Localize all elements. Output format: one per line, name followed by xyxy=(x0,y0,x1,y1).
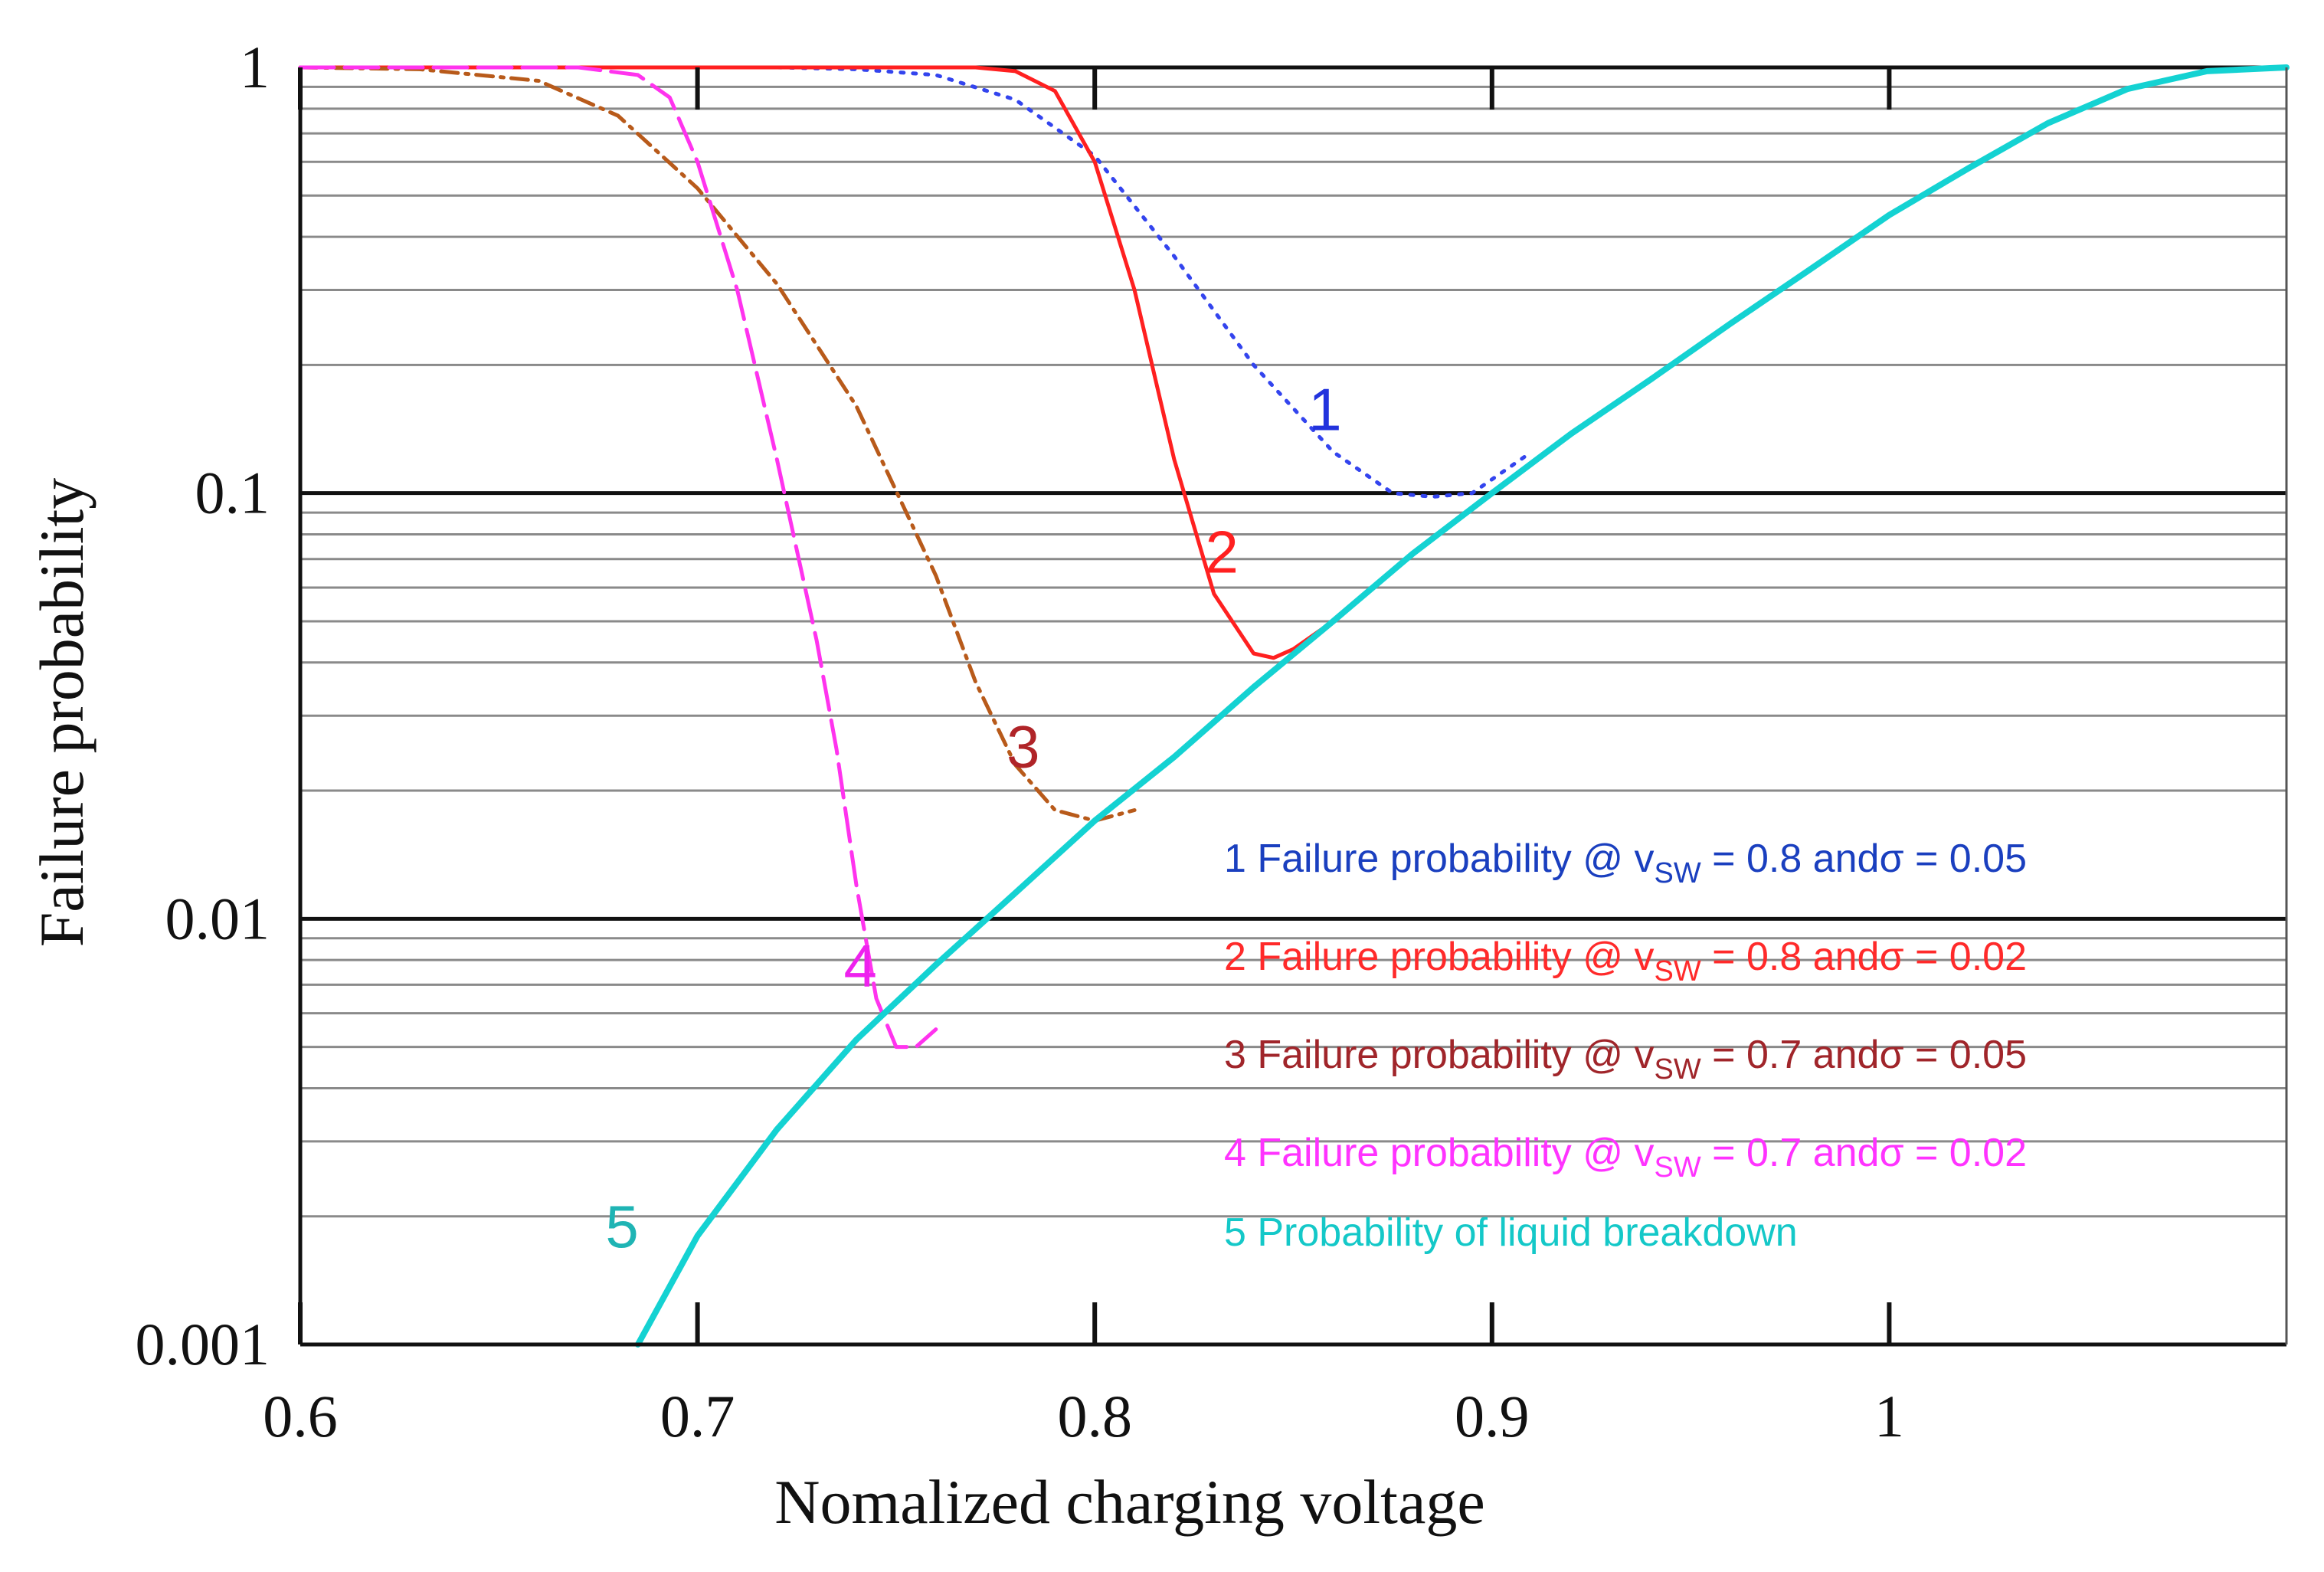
legend: 1 Failure probability @ vSW = 0.8 andσ =… xyxy=(1224,837,2027,1255)
y-tick-label: 0.1 xyxy=(195,460,270,526)
x-tick-label: 0.7 xyxy=(660,1383,735,1449)
series-3-label: 3 xyxy=(1007,712,1039,780)
legend-entry-3: 3 Failure probability @ vSW = 0.7 andσ =… xyxy=(1224,1033,2027,1086)
series-2-label: 2 xyxy=(1205,519,1238,586)
x-tick-label: 0.6 xyxy=(263,1383,338,1449)
y-tick-label: 0.01 xyxy=(165,885,270,951)
series-5-line xyxy=(634,64,2290,1348)
y-tick-label: 0.001 xyxy=(136,1311,270,1377)
tick-labels: 0.6 0.7 0.8 0.9 1 0.001 0.01 0.1 1 xyxy=(136,34,1904,1449)
legend-entry-1: 1 Failure probability @ vSW = 0.8 andσ =… xyxy=(1224,837,2027,889)
series-labels: 1 2 3 4 5 xyxy=(605,375,1341,1260)
grid xyxy=(300,65,2286,1347)
legend-entry-5: 5 Probability of liquid breakdown xyxy=(1224,1210,1798,1255)
series-5-label: 5 xyxy=(605,1193,638,1260)
x-tick-label: 0.9 xyxy=(1455,1383,1530,1449)
axes xyxy=(298,67,2288,1347)
x-tick-label: 1 xyxy=(1874,1383,1904,1449)
series-1-label: 1 xyxy=(1308,375,1341,443)
series-layer xyxy=(298,64,2290,1348)
y-axis-label: Failure probability xyxy=(27,478,97,948)
legend-entry-2: 2 Failure probability @ vSW = 0.8 andσ =… xyxy=(1224,935,2027,987)
series-2-line xyxy=(298,65,1335,660)
y-tick-label: 1 xyxy=(240,34,270,100)
series-3-line xyxy=(298,65,1137,823)
series-4-line xyxy=(298,65,938,1050)
x-axis-label: Nomalized charging voltage xyxy=(774,1467,1485,1537)
series-4-label: 4 xyxy=(844,932,877,999)
legend-entry-4: 4 Failure probability @ vSW = 0.7 andσ =… xyxy=(1224,1131,2027,1184)
x-tick-label: 0.8 xyxy=(1057,1383,1132,1449)
